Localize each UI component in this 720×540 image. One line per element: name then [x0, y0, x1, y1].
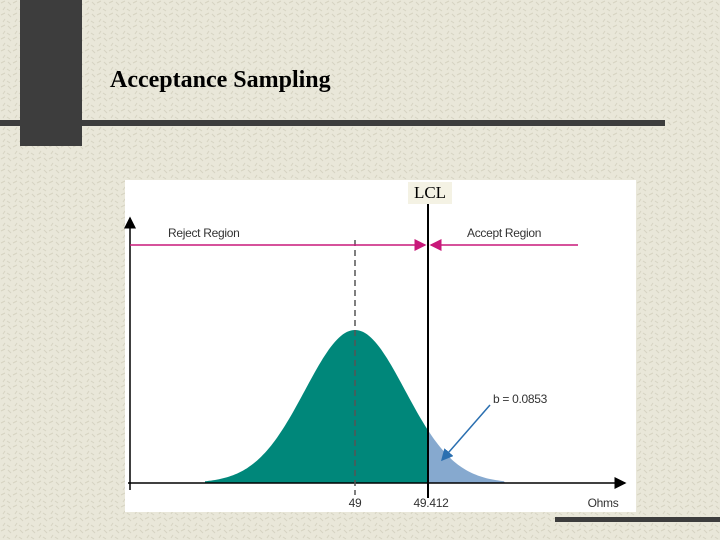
footer-rule — [555, 517, 720, 522]
lcl-label: LCL — [414, 183, 446, 202]
beta-label: b = 0.0853 — [493, 392, 548, 406]
mean-label: 49 — [349, 496, 362, 510]
limit-label: 49.412 — [414, 496, 450, 510]
lcl-box — [408, 182, 452, 204]
curve-accept-area — [205, 330, 428, 483]
accept-label: Accept Region — [467, 226, 541, 240]
slide-title: Acceptance Sampling — [110, 67, 331, 93]
beta-pointer — [441, 404, 491, 462]
axis-label: Ohms — [588, 496, 619, 510]
reject-label: Reject Region — [168, 226, 239, 240]
curve-beta-area — [428, 430, 505, 483]
header-rule — [0, 120, 665, 126]
